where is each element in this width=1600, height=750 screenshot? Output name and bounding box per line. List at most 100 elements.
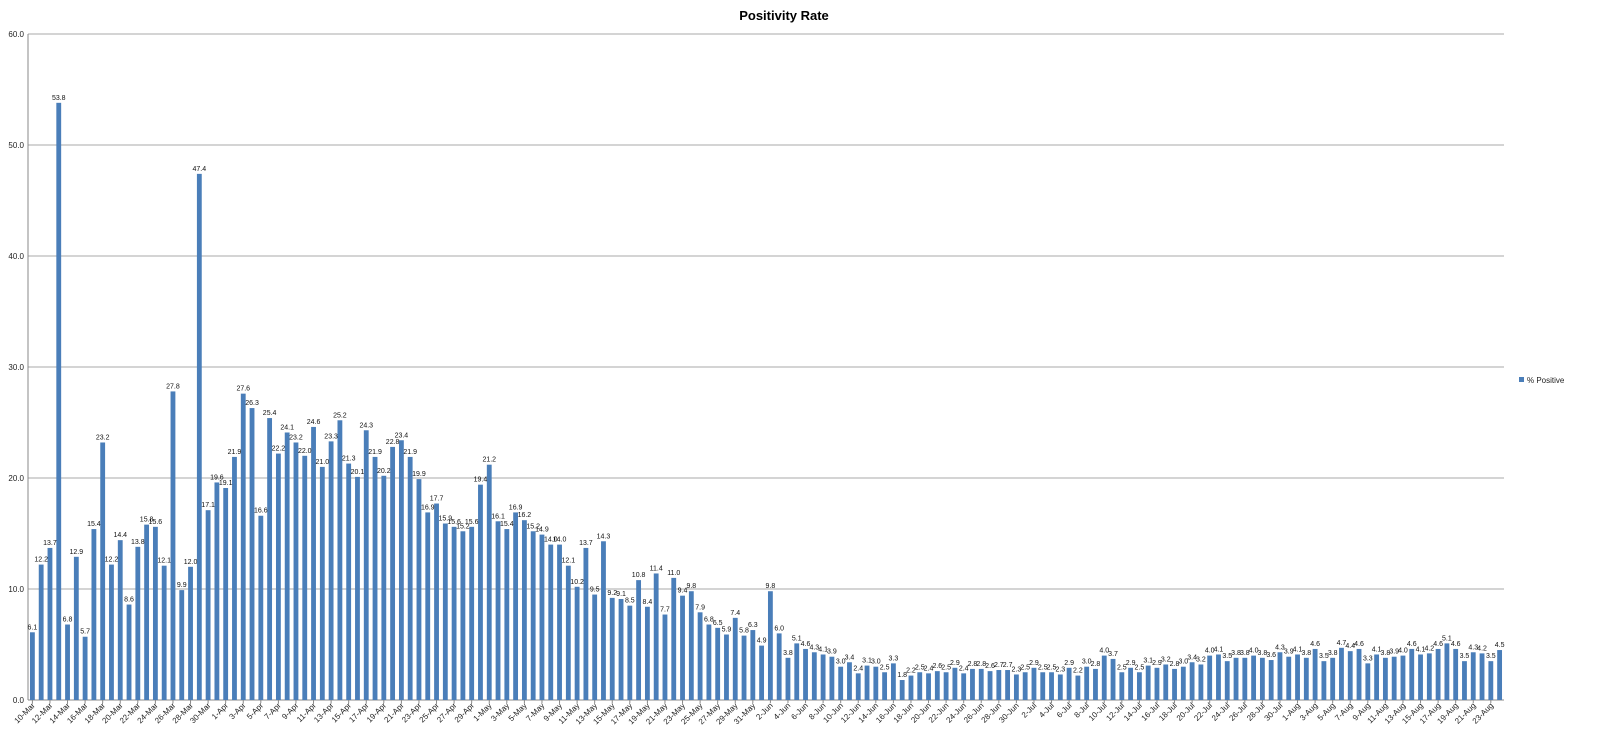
bar [741,635,747,700]
x-tick-label: 6-Jul [1055,701,1074,720]
data-label: 15.6 [465,519,479,526]
data-label: 12.2 [34,557,48,564]
data-label: 4.6 [1451,641,1461,648]
data-label: 3.8 [1240,650,1250,657]
bar [1347,651,1353,700]
x-tick-label: 10-Jul [1087,701,1109,723]
bar [785,657,791,700]
bar [1066,667,1072,700]
bar [495,521,501,700]
data-label: 16.9 [421,504,435,511]
data-label: 8.6 [124,597,134,604]
bar [179,590,185,700]
bar [1031,667,1037,700]
bar [820,654,826,700]
x-tick-label: 6-Jun [789,701,810,722]
bar [583,547,589,700]
data-label: 2.9 [1152,660,1162,667]
x-tick-label: 3-Apr [227,701,247,721]
data-label: 3.8 [1301,650,1311,657]
bar [249,408,255,700]
bar [662,614,668,700]
data-label: 6.5 [713,620,723,627]
data-label: 16.1 [491,513,505,520]
bar [1189,662,1195,700]
bar [1488,661,1494,700]
data-label: 4.1 [818,646,828,653]
data-label: 2.8 [968,661,978,668]
bar [917,672,923,700]
data-label: 5.8 [739,628,749,635]
x-tick-label: 20-Jul [1175,701,1197,723]
data-label: 8.4 [643,599,653,606]
x-tick-label: 22-Jul [1192,701,1214,723]
data-label: 13.7 [43,540,57,547]
data-label: 12.2 [105,557,119,564]
bar [724,634,729,700]
x-tick-label: 5-Apr [245,701,265,721]
bar [1216,654,1221,700]
bar [767,591,773,700]
bar [706,624,712,700]
data-label: 2.8 [1170,661,1180,668]
bar [319,466,325,700]
bar [759,645,765,700]
bar [1259,657,1265,700]
bar [644,606,650,700]
data-label: 4.1 [1214,646,1224,653]
bar [135,546,141,700]
data-label: 3.5 [1486,653,1496,660]
data-label: 3.5 [1222,653,1232,660]
bar [1013,674,1019,700]
data-label: 4.9 [757,638,767,645]
data-label: 11.4 [650,565,663,572]
data-label: 25.2 [333,412,347,419]
bar [1435,648,1441,700]
bar [126,604,132,700]
data-label: 14.0 [553,537,567,544]
data-label: 23.4 [395,432,409,439]
data-label: 3.4 [845,654,855,661]
bar [152,526,158,700]
gridlines [28,33,1504,701]
data-label: 2.5 [915,664,925,671]
bar [1128,667,1134,700]
bar [1049,672,1054,700]
y-axis: 0.0 10.0 20.0 30.0 40.0 50.0 60.0 [8,30,29,705]
bar [1321,661,1327,700]
data-label: 21.9 [403,449,417,456]
bar [38,564,44,700]
data-label: 4.6 [1433,641,1443,648]
data-label: 2.3 [1012,666,1022,673]
legend: % Positive [1519,376,1565,385]
data-label: 2.5 [880,664,890,671]
y-tick-label: 10.0 [8,585,24,594]
data-label: 2.9 [1029,660,1039,667]
bar [978,668,984,700]
bar [1356,648,1362,700]
data-labels: 6.1 12.2 13.7 53.8 6.8 12.9 5.7 15.4 23.2 12.2 14.… [28,95,1505,679]
y-tick-label: 60.0 [8,30,24,39]
bar [539,534,545,700]
data-label: 4.3 [809,644,819,651]
x-tick-label: 7-May [524,701,546,723]
data-label: 3.0 [836,659,846,666]
bar [1040,672,1046,700]
data-label: 2.5 [1020,664,1030,671]
bar [1462,661,1467,700]
data-label: 13.8 [131,539,145,546]
bar [1251,655,1257,700]
bar [469,526,475,700]
data-label: 12.1 [157,558,171,565]
data-label: 19.6 [210,474,224,481]
data-label: 3.1 [862,658,872,665]
bar [1154,667,1160,700]
bar [1453,648,1459,700]
x-tick-label: 5-May [507,701,529,723]
legend-swatch [1519,377,1524,382]
bar [196,173,202,701]
bar [1374,654,1380,700]
x-tick-label: 26-Jul [1227,701,1249,723]
bar [530,531,536,700]
bar [284,432,290,700]
